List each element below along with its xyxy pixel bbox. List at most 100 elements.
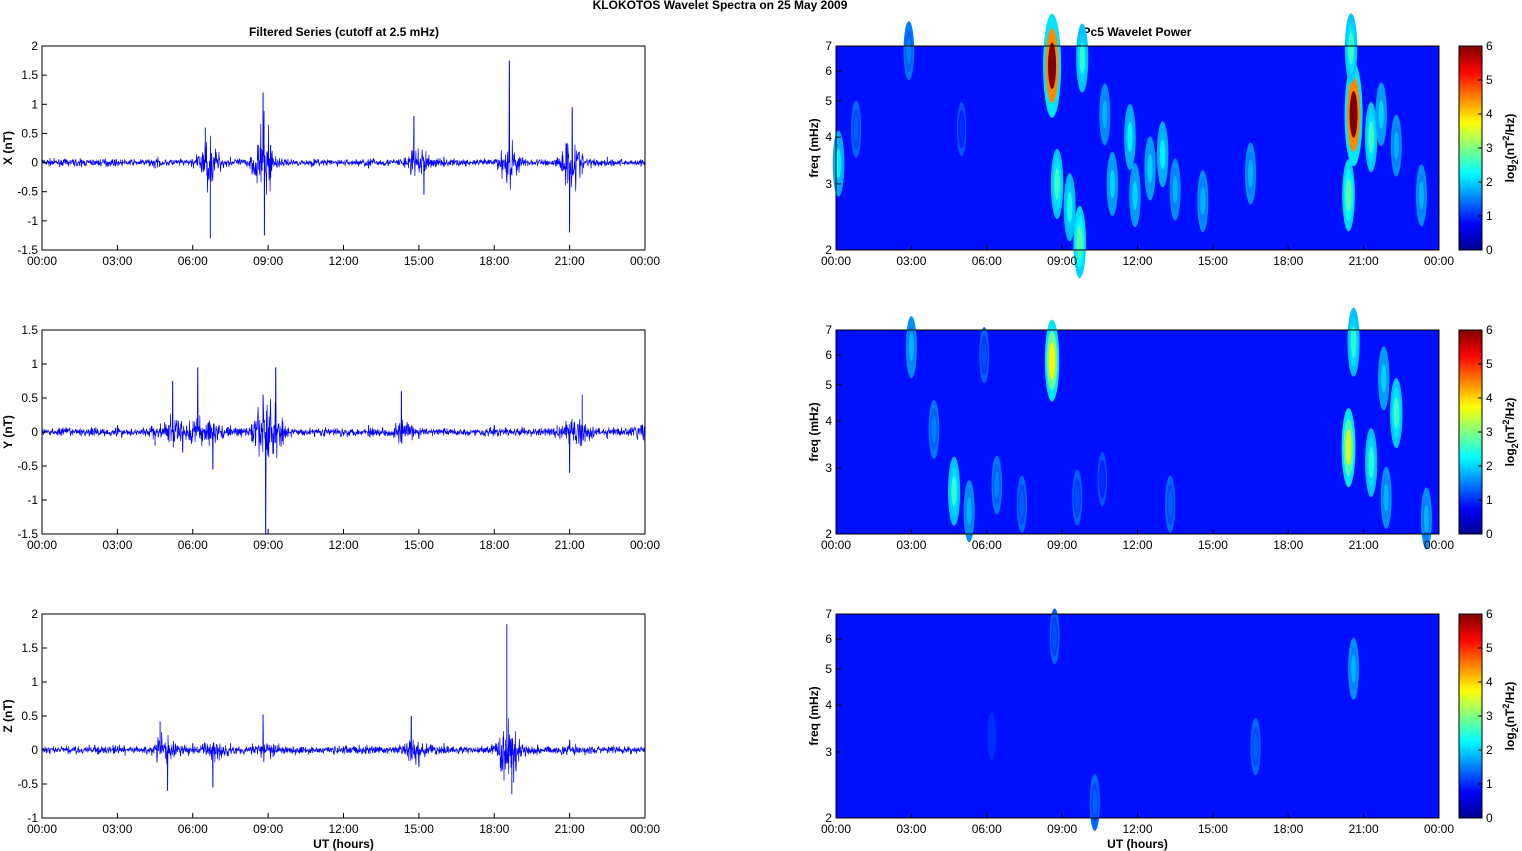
power-y-blob — [1100, 467, 1105, 492]
power-y-ytick-label: 5 — [825, 378, 832, 392]
right-column-title: Pc5 Wavelet Power — [1083, 25, 1192, 39]
series-x-ytick-label: -0.5 — [17, 185, 38, 199]
power-x-blob — [1066, 191, 1073, 223]
series-x-ytick-label: 2 — [31, 39, 38, 53]
series-x-xtick-label: 06:00 — [178, 254, 208, 268]
power-x-blob — [1368, 121, 1374, 153]
power-y-blob — [1345, 429, 1352, 466]
power-y-ytick-label: 7 — [825, 323, 832, 337]
power-z-colorbar-label: log2(nT2/Hz) — [1501, 682, 1520, 751]
power-x-xtick-label: 12:00 — [1122, 254, 1152, 268]
power-x-blob — [1048, 42, 1057, 90]
series-z-xtick-label: 06:00 — [178, 822, 208, 836]
power-y-blob — [1368, 447, 1374, 479]
series-z-xtick-label: 00:00 — [630, 822, 660, 836]
power-z-heatmap-bg — [836, 614, 1439, 818]
power-z-xtick-label: 03:00 — [896, 822, 926, 836]
series-x-ytick-label: 1.5 — [21, 68, 38, 82]
power-x-blob — [1079, 42, 1085, 74]
power-y-ytick-label: 6 — [825, 348, 832, 362]
power-z-colorbar-tick-label: 5 — [1486, 641, 1493, 655]
series-x-line — [41, 60, 646, 236]
power-y-blob — [1350, 326, 1357, 358]
power-x-xtick-label: 18:00 — [1273, 254, 1303, 268]
series-z-ylabel: Z (nT) — [1, 699, 15, 732]
series-x-xtick-label: 00:00 — [27, 254, 57, 268]
power-y-blob — [951, 475, 957, 507]
power-y-blob — [1393, 397, 1400, 429]
power-z-colorbar-tick-label: 6 — [1486, 607, 1493, 621]
series-z-ytick-label: -1 — [27, 811, 38, 825]
power-x-ytick-label: 7 — [825, 39, 832, 53]
power-y-blob-group — [905, 307, 1432, 550]
power-z-panel: 2 3 4 5 6 7 00:00 03:00 06:00 09:00 12:00 15:00 18:0… — [807, 607, 1520, 851]
power-x-blob — [1345, 179, 1352, 212]
power-y-xtick-label: 00:00 — [821, 538, 851, 552]
power-x-ytick-label: 2 — [825, 243, 832, 257]
series-y-xtick-label: 06:00 — [178, 538, 208, 552]
power-z-blob — [1351, 654, 1357, 683]
power-y-colorbar-tick-label: 0 — [1486, 527, 1493, 541]
power-x-blob — [835, 148, 842, 179]
power-y-xtick-label: 09:00 — [1047, 538, 1077, 552]
power-x-colorbar-tick-label: 3 — [1486, 141, 1493, 155]
series-z-plot-area — [42, 614, 645, 818]
power-y-ylabel: freq (mHz) — [807, 402, 821, 461]
power-y-xtick-label: 00:00 — [1424, 538, 1454, 552]
power-z-xtick-label: 06:00 — [972, 822, 1002, 836]
power-x-blob — [1160, 139, 1166, 170]
series-x-panel: -1.5 -1 -0.5 0 0.5 1 1.5 2 00:00 03:00 06:00 09:00 1… — [1, 39, 660, 268]
power-y-xtick-label: 03:00 — [896, 538, 926, 552]
power-y-ytick-label: 3 — [825, 461, 832, 475]
power-z-ytick-label: 2 — [825, 811, 832, 825]
power-z-ytick-label: 5 — [825, 662, 832, 676]
series-z-ytick-label: 0 — [31, 743, 38, 757]
power-x-colorbar-tick-label: 0 — [1486, 243, 1493, 257]
power-y-colorbar-tick-label: 4 — [1486, 391, 1493, 405]
power-z-blob — [1253, 733, 1258, 760]
left-column-title: Filtered Series (cutoff at 2.5 mHz) — [249, 25, 439, 39]
power-x-ytick-label: 4 — [825, 130, 832, 144]
series-y-xtick-label: 03:00 — [102, 538, 132, 552]
series-y-xtick-label: 00:00 — [630, 538, 660, 552]
series-z-xtick-label: 15:00 — [404, 822, 434, 836]
series-x-ytick-label: 1 — [31, 97, 38, 111]
power-z-ytick-label: 4 — [825, 698, 832, 712]
power-x-colorbar-tick-label: 6 — [1486, 39, 1493, 53]
power-y-colorbar-tick-label: 2 — [1486, 459, 1493, 473]
series-y-xtick-label: 21:00 — [555, 538, 585, 552]
power-z-colorbar-tick-label: 0 — [1486, 811, 1493, 825]
power-y-colorbar-label: log2(nT2/Hz) — [1501, 398, 1520, 467]
power-y-blob — [966, 497, 972, 526]
series-x-ytick-label: 0.5 — [21, 126, 38, 140]
series-x-ytick-label: -1 — [27, 214, 38, 228]
power-y-ytick-label: 2 — [825, 527, 832, 541]
series-y-panel: -1.5 -1 -0.5 0 0.5 1 1.5 00:00 03:00 06:00 09:00 12… — [1, 323, 660, 552]
series-y-ytick-label: 1 — [31, 357, 38, 371]
series-y-ylabel: Y (nT) — [1, 415, 15, 449]
power-x-blob — [1200, 187, 1206, 216]
power-y-colorbar-tick-label: 6 — [1486, 323, 1493, 337]
series-x-xtick-label: 12:00 — [328, 254, 358, 268]
power-y-ytick-label: 4 — [825, 414, 832, 428]
power-x-ytick-label: 5 — [825, 94, 832, 108]
series-z-xtick-label: 03:00 — [102, 822, 132, 836]
power-z-xtick-label: 00:00 — [821, 822, 851, 836]
power-y-blob — [1074, 485, 1080, 511]
power-y-colorbar-tick-label: 1 — [1486, 493, 1493, 507]
series-z-xtick-label: 09:00 — [253, 822, 283, 836]
power-z-xtick-label: 12:00 — [1122, 822, 1152, 836]
power-y-panel: 2 3 4 5 6 7 00:00 03:00 06:00 09:00 12:00 15:00 18:0… — [807, 307, 1520, 552]
power-z-ylabel: freq (mHz) — [807, 686, 821, 745]
power-x-blob — [906, 37, 912, 65]
power-x-blob — [1348, 32, 1354, 65]
power-x-colorbar-tick-label: 4 — [1486, 107, 1493, 121]
power-x-panel: 2 3 4 5 6 7 00:00 03:00 06:00 09:00 12:00 15:00 18:0… — [807, 13, 1520, 279]
series-z-xtick-label: 18:00 — [479, 822, 509, 836]
power-x-xtick-label: 15:00 — [1198, 254, 1228, 268]
power-y-colorbar-tick-label: 5 — [1486, 357, 1493, 371]
power-z-colorbar-tick-label: 1 — [1486, 777, 1493, 791]
power-z-xtick-label: 21:00 — [1349, 822, 1379, 836]
power-x-xtick-label: 03:00 — [896, 254, 926, 268]
